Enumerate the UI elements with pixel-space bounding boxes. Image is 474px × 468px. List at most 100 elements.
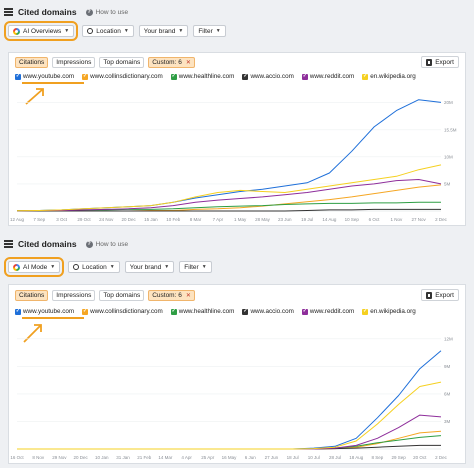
x-tick-label: 8 Mar [190,217,202,222]
x-tick-label: 20 Dec [121,217,136,222]
question-icon: ? [85,8,93,16]
checkbox-icon: ✓ [170,308,177,315]
checkbox-icon: ✓ [15,308,21,315]
panel-title: Cited domains [18,239,77,249]
series-line-reddit [16,179,442,212]
export-button[interactable]: Export [421,56,459,68]
legend-item-youtube[interactable]: ✓ www.youtube.com [15,73,74,80]
legend-item-accio[interactable]: ✓ www.accio.com [242,73,294,80]
y-tick-label: 9M [444,364,451,369]
legend-item-wikipedia[interactable]: ✓ en.wikipedia.org [362,308,416,315]
chevron-down-icon: ▼ [164,264,170,270]
x-tick-label: 29 Nov [52,455,67,460]
how-to-use-label: How to use [95,240,129,248]
tab-custom[interactable]: Custom: 6 ✕ [148,57,195,68]
menu-icon[interactable] [4,240,13,248]
chevron-down-icon: ▼ [109,264,115,270]
export-label: Export [435,291,454,299]
series-line-accio [17,208,441,212]
x-tick-label: 23 Jun [278,217,292,222]
mode-dropdown[interactable]: AI Mode ▼ [3,257,65,277]
legend-item-healthline[interactable]: ✓ www.healthline.com [170,308,234,315]
location-icon [73,264,80,270]
x-tick-label: 2 Dec [435,217,448,222]
legend-label: www.youtube.com [23,73,75,80]
chart-card: Citations Impressions Top domains Custom… [8,52,466,226]
brand-label: Your brand [143,27,176,35]
x-tick-label: 8 Sep [372,455,384,460]
legend-label: www.accio.com [250,73,294,80]
checkbox-icon: ✓ [82,73,89,80]
y-tick-label: 15.5M [444,127,457,132]
legend-item-collinsdictionary[interactable]: ✓ www.collinsdictionary.com [82,73,163,80]
line-chart: 5M 10M 15.5M 20M 12 Aug 7 Sep 3 Oct 29 Oct 24 No… [10,99,457,222]
checkbox-icon: ✓ [15,73,21,80]
cited-domains-panel-ai-overviews: Cited domains ? How to use AI Overviews … [0,0,474,232]
tab-impressions[interactable]: Impressions [52,290,96,301]
checkbox-icon: ✓ [242,308,249,315]
brand-dropdown[interactable]: Your brand ▼ [124,261,175,273]
legend-item-wikipedia[interactable]: ✓ en.wikipedia.org [362,73,416,80]
legend-item-reddit[interactable]: ✓ www.reddit.com [301,308,355,315]
tab-citations[interactable]: Citations [15,290,49,301]
location-dropdown[interactable]: Location ▼ [68,261,120,273]
legend-item-reddit[interactable]: ✓ www.reddit.com [301,73,355,80]
x-tick-label: 16 Oct [10,455,24,460]
checkbox-icon: ✓ [301,308,308,315]
legend-label: en.wikipedia.org [370,73,416,80]
filter-label: Filter [198,27,213,35]
x-tick-label: 15 Jan [144,217,158,222]
tab-top-domains[interactable]: Top domains [99,57,145,68]
how-to-use-link[interactable]: ? How to use [85,240,129,248]
export-button[interactable]: Export [421,289,459,301]
x-tick-label: 28 Jul [329,455,341,460]
x-tick-label: 21 Feb [137,455,152,460]
x-tick-label: 1 May [234,217,247,222]
tab-citations[interactable]: Citations [15,57,49,68]
highlight-underline [22,317,84,319]
series-line-collinsdictionary [17,184,442,212]
chevron-down-icon: ▼ [64,28,70,34]
y-tick-label: 20M [444,100,453,105]
annotation-arrow-icon [25,88,44,105]
legend-item-accio[interactable]: ✓ www.accio.com [242,308,294,315]
legend-label: www.reddit.com [309,73,355,80]
x-tick-label: 27 Jun [265,455,279,460]
tab-custom-label: Custom: 6 [152,59,182,66]
tab-custom[interactable]: Custom: 6 ✕ [148,290,195,301]
x-tick-label: 10 Sep [345,217,360,222]
how-to-use-label: How to use [95,8,129,16]
location-dropdown[interactable]: Location ▼ [82,25,134,37]
filter-label: Filter [184,263,199,271]
x-tick-label: 31 Jan [116,455,130,460]
x-tick-label: 8 Nov [32,455,45,460]
series-line-youtube [16,99,442,212]
legend: ✓ www.youtube.com ✓ www.collinsdictionary.… [15,73,416,80]
filter-dropdown[interactable]: Filter ▼ [193,25,226,37]
x-tick-label: 14 Aug [322,217,337,222]
x-tick-label: 6 Jun [245,455,257,460]
how-to-use-link[interactable]: ? How to use [85,8,129,16]
panel-header: Cited domains ? How to use [4,238,128,250]
location-label: Location [82,263,107,271]
mode-dropdown[interactable]: AI Overviews ▼ [3,21,79,41]
panel-title: Cited domains [18,7,77,17]
x-tick-label: 4 Apr [181,455,192,460]
legend-label: www.reddit.com [309,308,355,315]
legend-item-collinsdictionary[interactable]: ✓ www.collinsdictionary.com [82,308,163,315]
series-line-wikipedia [17,381,442,450]
tab-impressions[interactable]: Impressions [52,57,96,68]
metric-tabs: Citations Impressions Top domains Custom… [15,290,195,301]
legend-item-youtube[interactable]: ✓ www.youtube.com [15,308,74,315]
brand-dropdown[interactable]: Your brand ▼ [138,25,189,37]
filter-dropdown[interactable]: Filter ▼ [179,261,212,273]
close-icon[interactable]: ✕ [185,60,191,66]
series-line-accio [17,444,441,450]
x-tick-label: 10 Feb [166,217,181,222]
x-tick-label: 24 Nov [99,217,114,222]
menu-icon[interactable] [4,8,13,16]
tab-top-domains[interactable]: Top domains [99,290,145,301]
legend-item-healthline[interactable]: ✓ www.healthline.com [170,73,234,80]
close-icon[interactable]: ✕ [185,293,191,299]
series-line-youtube [17,350,442,450]
